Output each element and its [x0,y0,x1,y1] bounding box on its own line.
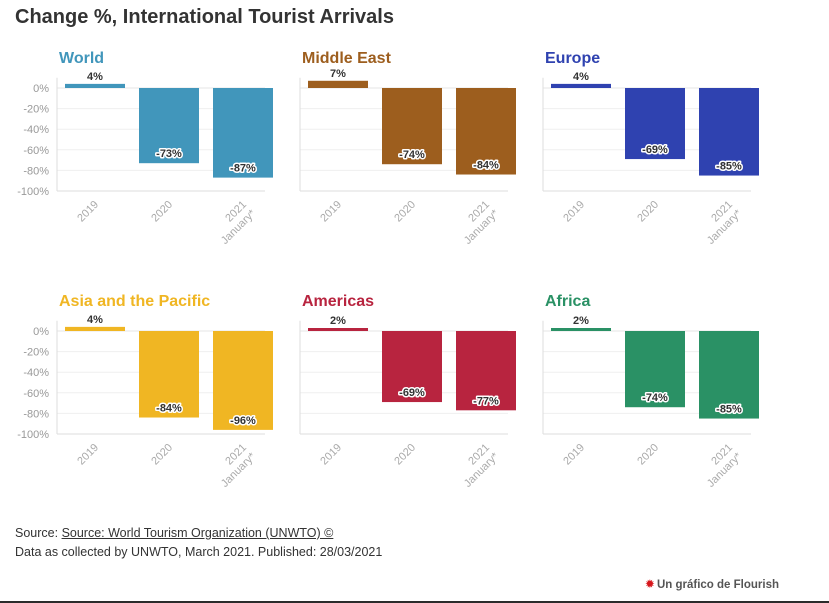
bar-2021-january [699,88,759,176]
bar-2019 [65,326,125,331]
bar-2020 [382,331,442,403]
x-tick-label: 2019 [75,199,101,225]
bar-2019 [65,83,125,88]
y-tick-label: -20% [23,104,49,116]
x-tick-label: 2019 [318,199,344,225]
bar-2020 [382,88,442,165]
bar-value-label: 7% [330,68,346,80]
flourish-logo-icon: ✹ [644,577,655,591]
panel-title: Europe [545,50,600,67]
bar-value-label: -77% [473,395,499,407]
bar-2019 [308,328,368,331]
bar-2020 [625,88,685,160]
x-tick-label: 2020 [392,199,418,225]
bar-value-label: -84% [156,403,182,415]
bar-2020 [139,331,199,418]
data-note: Data as collected by UNWTO, March 2021. … [15,545,383,559]
y-tick-label: -40% [23,124,49,136]
y-tick-label: -100% [17,186,49,198]
bar-2021-january [456,88,516,175]
y-tick-label: 0% [33,83,49,95]
panel-title: Americas [302,293,374,310]
bar-value-label: 2% [573,315,589,327]
y-tick-label: 0% [33,326,49,338]
panel-title: Africa [545,293,590,310]
bar-2019 [308,80,368,88]
bar-2019 [551,328,611,331]
panel-title: Middle East [302,50,392,67]
bar-2019 [551,83,611,88]
bar-value-label: -69% [642,144,668,156]
y-tick-label: -80% [23,408,49,420]
bar-2021-january [699,331,759,419]
chart-title: Change %, International Tourist Arrivals [15,6,394,28]
bar-value-label: -96% [230,415,256,427]
bar-value-label: 4% [87,71,103,83]
bar-value-label: -85% [716,404,742,416]
x-tick-label: 2019 [561,442,587,468]
panel-title: World [59,50,104,67]
bar-value-label: -85% [716,161,742,173]
x-tick-label: 2020 [635,442,661,468]
bar-value-label: 4% [87,314,103,326]
x-tick-label: 2019 [75,442,101,468]
source-line: Source: Source: World Tourism Organizati… [15,524,382,543]
panel-middle-east: Middle East7%2019-74%2020-84%2021January… [299,50,516,247]
bar-2021-january [213,88,273,178]
panel-world: World 0% -20% -40% -60% -80% -100% 4% 2019 -73% 20… [17,50,273,247]
x-tick-label: 2019 [318,442,344,468]
y-tick-label: -40% [23,367,49,379]
footer: Source: Source: World Tourism Organizati… [15,524,382,562]
x-tick-label: 2020 [635,199,661,225]
bar-value-label: 2% [330,315,346,327]
bar-value-label: -73% [156,148,182,160]
bar-value-label: -74% [399,149,425,161]
x-tick-label: 2020 [149,442,175,468]
bar-value-label: -87% [230,163,256,175]
bar-2021-january [213,331,273,430]
y-tick-label: -60% [23,388,49,400]
flourish-label: Un gráfico de Flourish [656,579,779,591]
source-prefix: Source: [15,526,62,540]
y-tick-label: -60% [23,145,49,157]
bar-2020 [625,331,685,408]
x-tick-label: 2020 [149,199,175,225]
panel-asia-and-the-pacific: Asia and the Pacific 0% -20% -40% -60% -80% -1… [17,293,273,490]
y-tick-label: -20% [23,347,49,359]
bar-value-label: 4% [573,71,589,83]
bar-value-label: -69% [399,387,425,399]
source-link[interactable]: Source: World Tourism Organization (UNWT… [61,526,334,540]
y-tick-label: -100% [17,429,49,441]
bar-2020 [139,88,199,164]
small-multiples-chart: World 0% -20% -40% -60% -80% -100% 4% 2019 -73% 20… [17,50,759,490]
flourish-branding[interactable]: ✹ Un gráfico de Flourish [645,577,779,591]
y-tick-label: -80% [23,165,49,177]
x-tick-label: 2020 [392,442,418,468]
panel-title: Asia and the Pacific [59,293,210,310]
bar-value-label: -74% [642,392,668,404]
x-tick-label: 2019 [561,199,587,225]
bar-value-label: -84% [473,160,499,172]
bottom-divider [0,601,829,603]
bar-2021-january [456,331,516,411]
